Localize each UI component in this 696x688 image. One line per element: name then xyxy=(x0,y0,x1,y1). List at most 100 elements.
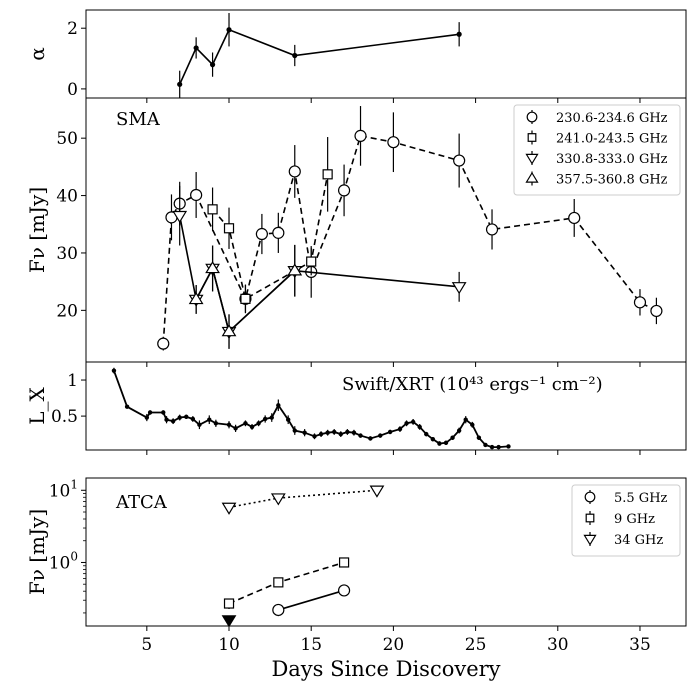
y-axis-label: α xyxy=(25,47,49,61)
data-point xyxy=(485,223,499,236)
data-point xyxy=(207,417,212,422)
data-point xyxy=(255,227,268,241)
data-point xyxy=(318,431,324,437)
x-axis-label: Days Since Discovery xyxy=(271,657,500,681)
series-4 xyxy=(221,615,237,628)
y-axis-label: Fν [mJy] xyxy=(25,509,49,595)
panel-label: Swift/XRT (10⁴³ ergs⁻¹ cm⁻²) xyxy=(342,374,603,395)
data-point xyxy=(568,211,581,225)
data-point xyxy=(650,304,663,318)
data-point xyxy=(270,493,286,506)
data-point xyxy=(177,81,183,87)
data-point xyxy=(223,598,235,609)
x-tick-label: 10 xyxy=(218,635,240,655)
data-point xyxy=(287,263,303,276)
data-point xyxy=(338,431,343,437)
data-point xyxy=(221,324,237,337)
legend: 5.5 GHz 9 GHz 34 GHz xyxy=(571,484,681,557)
data-point xyxy=(358,433,363,438)
data-point xyxy=(221,502,237,515)
data-point xyxy=(184,414,189,420)
panel-frame xyxy=(85,9,687,99)
series-line xyxy=(195,266,296,334)
data-point xyxy=(161,410,166,415)
legend: 230.6-234.6 GHz 241.0-243.5 GHz 330.8-333.… xyxy=(513,104,681,196)
series-1 xyxy=(177,13,462,98)
data-point xyxy=(302,430,307,435)
data-point xyxy=(276,403,281,408)
y-tick-label: 40 xyxy=(56,187,78,207)
y-tick-label: 0.5 xyxy=(51,407,78,427)
series-1 xyxy=(272,584,351,617)
data-point xyxy=(387,136,400,149)
data-point xyxy=(262,416,268,422)
series-3 xyxy=(221,485,385,515)
data-point xyxy=(272,226,285,239)
series-line xyxy=(228,561,345,605)
y-tick-label: 2 xyxy=(67,19,78,39)
legend-marker xyxy=(583,534,597,546)
data-point xyxy=(170,418,176,424)
data-point xyxy=(288,165,301,178)
series-line xyxy=(178,215,460,334)
data-point xyxy=(157,337,170,350)
legend-box xyxy=(513,104,681,196)
legend-entry: 9 GHz xyxy=(614,512,655,527)
data-point xyxy=(188,291,204,305)
data-point xyxy=(285,417,291,422)
data-point xyxy=(633,296,647,309)
legend-entry: 330.8-333.0 GHz xyxy=(556,152,668,167)
data-point xyxy=(404,421,409,426)
data-point xyxy=(243,421,248,426)
x-tick-label: 35 xyxy=(629,635,651,655)
legend-box xyxy=(571,484,681,557)
data-point xyxy=(483,442,488,448)
data-point xyxy=(223,223,235,234)
data-point xyxy=(144,415,150,420)
legend-marker xyxy=(525,171,539,183)
data-point xyxy=(240,293,251,304)
legend-entry: 34 GHz xyxy=(614,533,663,548)
data-point xyxy=(272,603,285,617)
data-point xyxy=(451,282,467,295)
data-point xyxy=(172,210,188,224)
series-4 xyxy=(188,244,303,349)
y-tick-label: 20 xyxy=(56,301,78,321)
data-point xyxy=(322,169,333,180)
y-tick-label: 1 xyxy=(67,371,78,391)
data-point xyxy=(177,415,182,420)
data-point xyxy=(193,45,199,51)
panel-label: SMA xyxy=(116,109,161,130)
y-tick-label: 0 xyxy=(67,80,78,100)
data-point xyxy=(325,430,330,435)
data-point xyxy=(337,184,351,197)
data-point xyxy=(424,431,429,437)
legend-entry: 241.0-243.5 GHz xyxy=(556,132,668,147)
data-point xyxy=(124,404,130,409)
data-point xyxy=(345,429,350,435)
data-point xyxy=(111,368,117,373)
series-line xyxy=(178,28,460,85)
data-point xyxy=(226,27,232,33)
data-point xyxy=(368,436,373,441)
x-tick-label: 30 xyxy=(547,635,569,655)
data-point xyxy=(437,441,442,446)
data-point xyxy=(443,440,449,445)
data-point xyxy=(256,421,261,426)
data-point xyxy=(292,428,297,433)
data-point xyxy=(306,256,317,267)
series-2 xyxy=(207,137,333,313)
data-point xyxy=(476,435,482,440)
legend-marker xyxy=(526,111,538,123)
legend-marker xyxy=(527,133,537,142)
data-point xyxy=(463,417,468,422)
panel-label: ATCA xyxy=(115,492,168,513)
data-point xyxy=(470,422,475,427)
data-point xyxy=(226,422,232,427)
series-2 xyxy=(223,557,350,609)
data-point xyxy=(338,557,350,568)
y-tick-label: 30 xyxy=(56,244,78,264)
series-1 xyxy=(111,367,511,450)
data-point xyxy=(312,434,317,439)
